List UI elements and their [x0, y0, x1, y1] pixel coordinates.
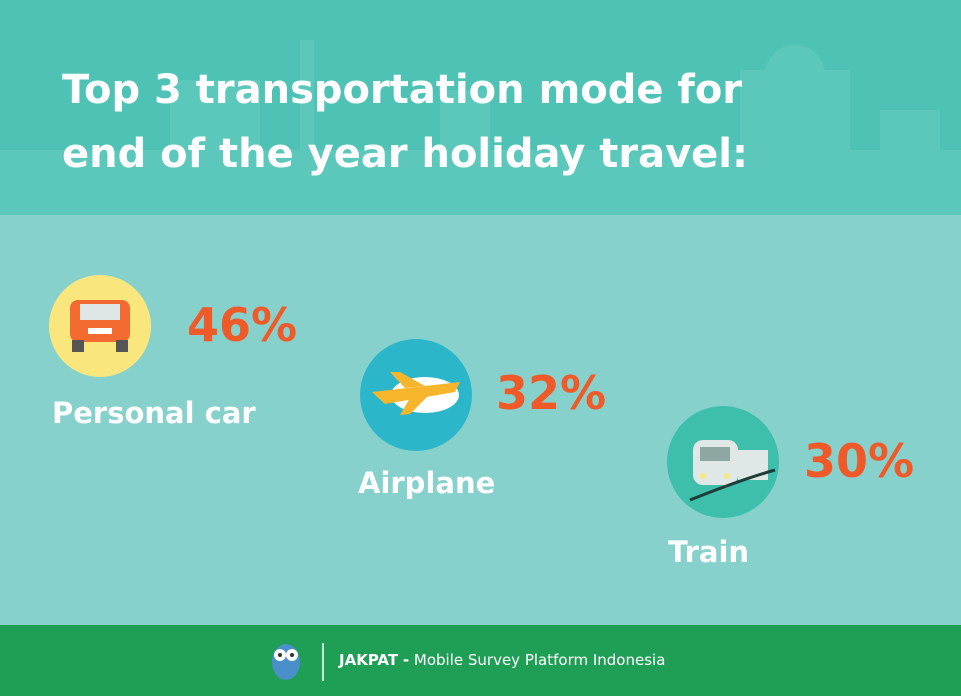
train-icon	[689, 440, 776, 502]
label: Train	[668, 535, 750, 569]
percent: 30%	[804, 434, 915, 488]
separator: -	[402, 651, 410, 669]
owl-logo	[272, 644, 300, 680]
label: Personal car	[52, 396, 256, 430]
percent: 32%	[496, 366, 607, 420]
label: Airplane	[358, 466, 496, 500]
title-line: Top 3 transportation mode for	[62, 67, 743, 113]
percent: 46%	[187, 298, 298, 352]
title: Top 3 transportation mode for end of the…	[62, 58, 748, 186]
tagline: Mobile Survey Platform Indonesia	[413, 651, 666, 669]
brand: JAKPAT	[339, 651, 399, 669]
footer: JAKPAT - Mobile Survey Platform Indonesi…	[339, 651, 665, 669]
title-line: end of the year holiday travel:	[62, 131, 748, 177]
car-icon	[70, 300, 130, 352]
airplane-icon	[372, 372, 460, 415]
